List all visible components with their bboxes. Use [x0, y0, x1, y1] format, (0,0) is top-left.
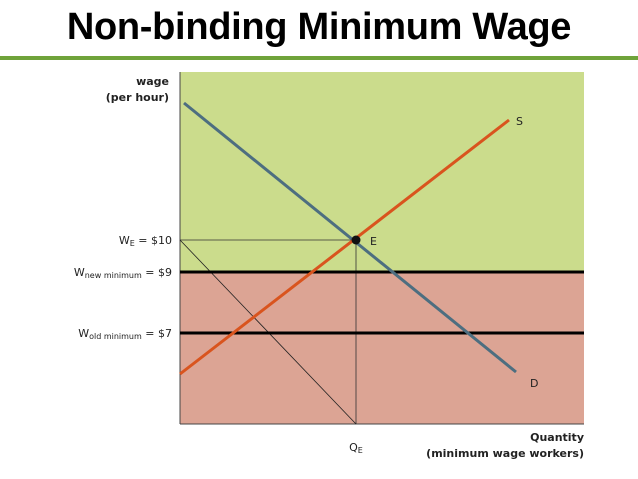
supply-curve	[179, 118, 510, 376]
equilibrium-wage-label: WE = $10	[119, 234, 172, 248]
new-minimum-prefix: W	[74, 266, 85, 279]
demand-label: D	[530, 377, 538, 390]
new-minimum-value: = $9	[142, 266, 172, 279]
green-region	[180, 72, 584, 272]
old-minimum-wage-label: Wold minimum = $7	[78, 327, 172, 341]
equilibrium-quantity-prefix: Q	[349, 441, 358, 454]
equilibrium-quantity-label: QE	[349, 441, 363, 455]
slide-title: Non-binding Minimum Wage	[66, 6, 572, 48]
new-minimum-subscript: new minimum	[85, 271, 142, 280]
equilibrium-wage-subscript: E	[130, 239, 135, 248]
y-axis-label-line1: wage	[136, 75, 169, 88]
title-underline	[0, 56, 638, 60]
y-axis-label-line2: (per hour)	[106, 91, 169, 104]
old-minimum-prefix: W	[78, 327, 89, 340]
old-minimum-value: = $7	[142, 327, 172, 340]
x-axis-label-line2: (minimum wage workers)	[426, 447, 584, 460]
old-minimum-subscript: old minimum	[89, 332, 142, 341]
red-region	[180, 272, 584, 424]
equilibrium-quantity-subscript: E	[358, 446, 363, 455]
supply-label: S	[516, 115, 523, 128]
equilibrium-wage-value: = $10	[135, 234, 172, 247]
demand-curve	[183, 101, 517, 374]
new-minimum-wage-label: Wnew minimum = $9	[74, 266, 172, 280]
equilibrium-label: E	[370, 235, 377, 248]
equilibrium-point	[351, 235, 361, 245]
equilibrium-wage-prefix: W	[119, 234, 130, 247]
x-axis-label-line1: Quantity	[530, 431, 584, 444]
